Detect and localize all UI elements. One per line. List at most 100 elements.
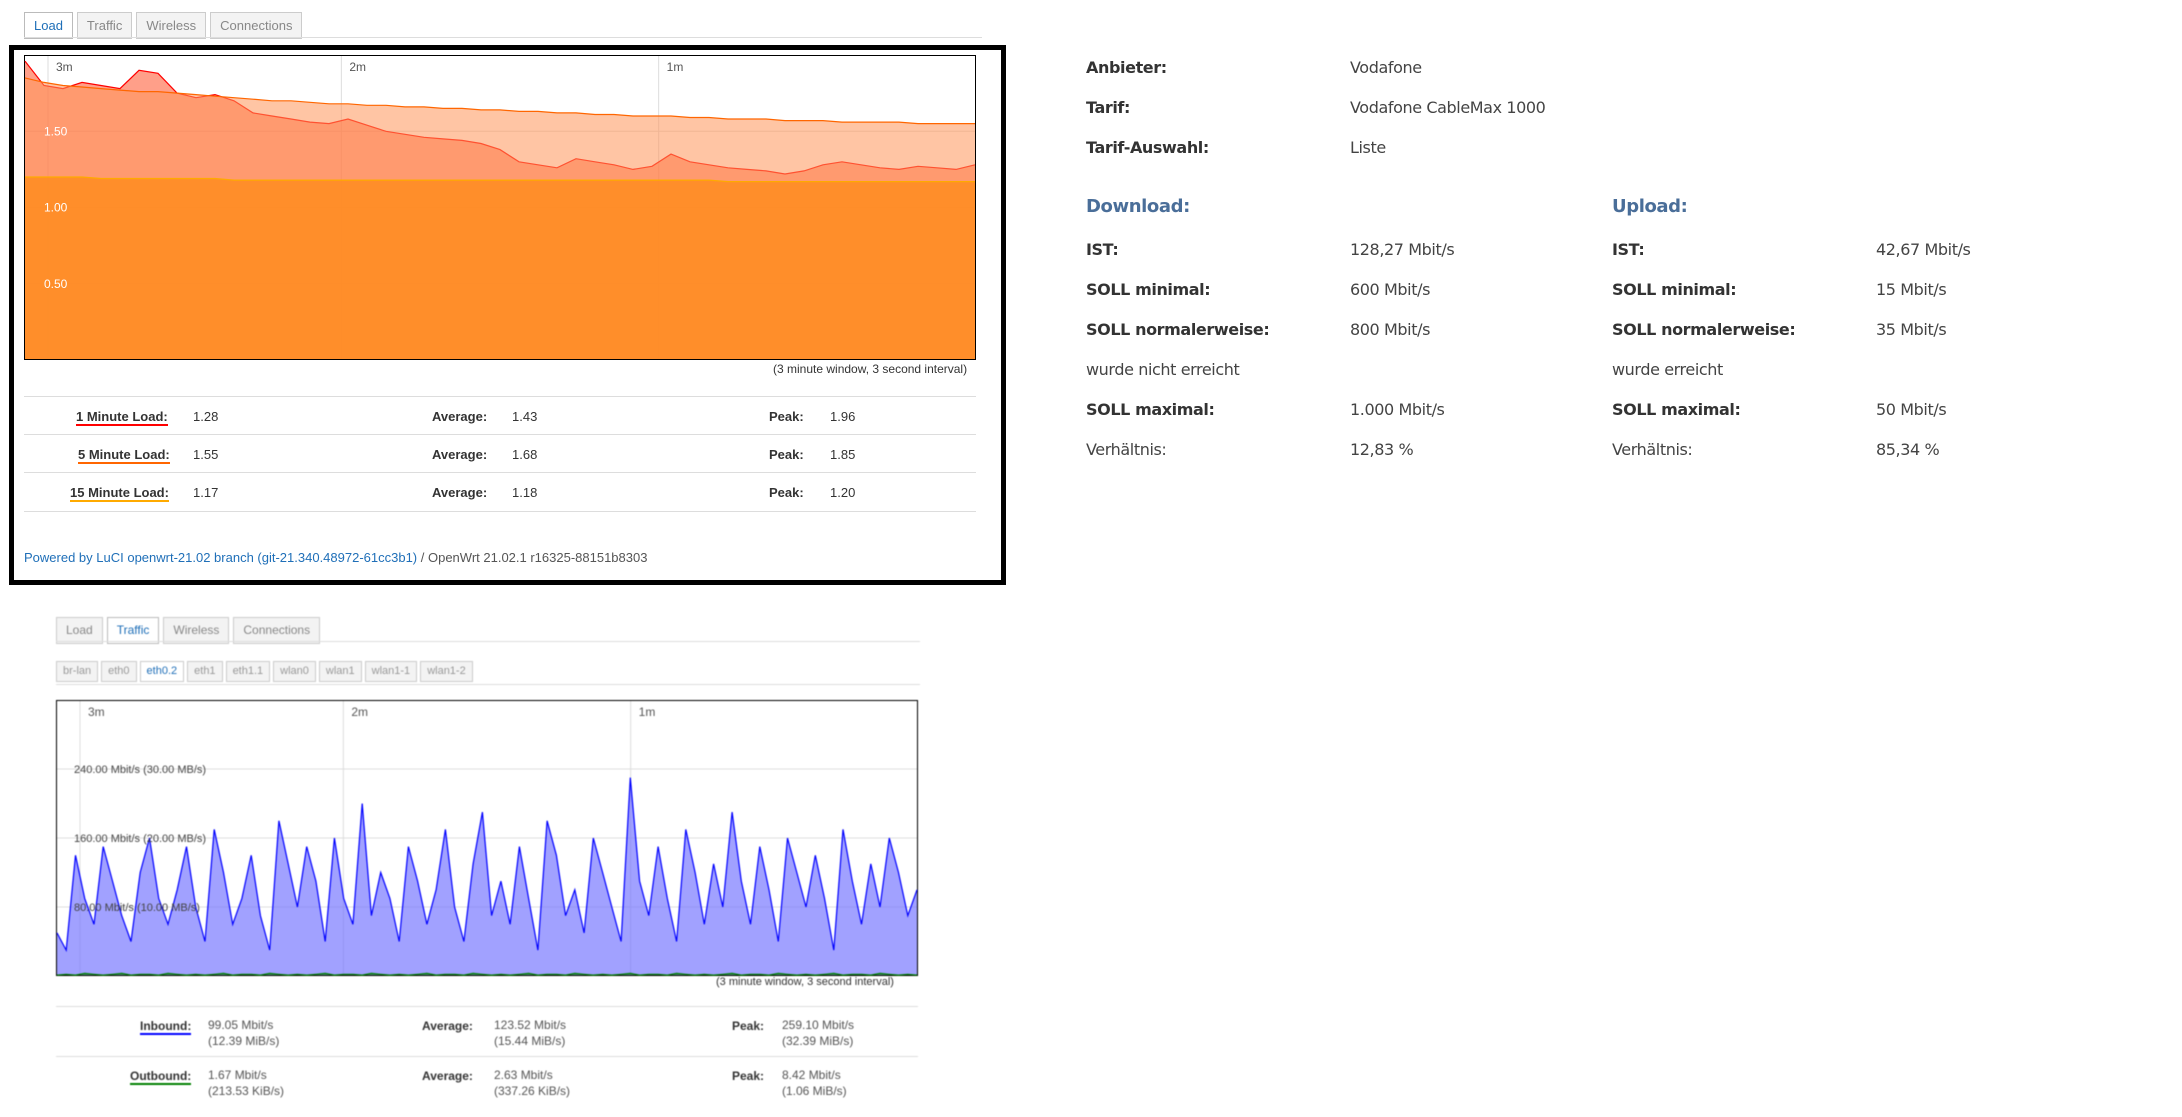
iface-tab-divider [56, 684, 920, 685]
traffic-tab-connections[interactable]: Connections [233, 617, 321, 644]
iface-tab-eth0[interactable]: eth0 [101, 661, 137, 682]
outbound-peak-bytes: (1.06 MiB/s) [782, 1084, 847, 1098]
tab-divider [24, 37, 982, 38]
upload-status: wurde erreicht [1612, 360, 1723, 379]
upload-min-value: 15 Mbit/s [1876, 280, 1947, 299]
tab-connections[interactable]: Connections [210, 12, 303, 39]
download-max-label: SOLL maximal: [1086, 400, 1215, 419]
traffic-tab-traffic[interactable]: Traffic [106, 617, 160, 644]
traffic-row-inbound: Inbound: 99.05 Mbit/s (12.39 MiB/s) Aver… [56, 1006, 918, 1057]
load-5min-peak: 1.85 [830, 447, 856, 462]
load-chart-series [24, 60, 976, 360]
download-ratio-label: Verhältnis: [1086, 440, 1167, 459]
load-5min-value: 1.55 [193, 447, 219, 462]
traffic-line-1 [56, 972, 918, 976]
tab-load[interactable]: Load [24, 12, 73, 39]
inbound-current-bytes: (12.39 MiB/s) [208, 1034, 280, 1048]
upload-heading: Upload: [1612, 196, 1688, 217]
upload-ist-label: IST: [1612, 240, 1645, 259]
traffic-tab-load[interactable]: Load [56, 617, 103, 644]
upload-norm-value: 35 Mbit/s [1876, 320, 1947, 339]
iface-tab-eth0-2[interactable]: eth0.2 [139, 661, 185, 682]
inbound-current: 99.05 Mbit/s (12.39 MiB/s) [208, 1017, 279, 1049]
inbound-avg-rate: 123.52 Mbit/s [494, 1018, 567, 1032]
upload-max-value: 50 Mbit/s [1876, 400, 1947, 419]
outbound-peak: 8.42 Mbit/s (1.06 MiB/s) [782, 1067, 847, 1099]
load-1min-avg: 1.43 [512, 409, 538, 424]
load-chart-labels: 3m 2m 1m 1.50 1.00 0.50 [44, 60, 683, 291]
traffic-line-0 [56, 777, 918, 953]
iface-tab-wlan1[interactable]: wlan1 [318, 661, 362, 682]
traffic-tab-divider [56, 641, 920, 642]
upload-ratio-value: 85,34 % [1876, 440, 1940, 459]
inbound-avg: 123.52 Mbit/s (15.44 MiB/s) [494, 1017, 566, 1049]
outbound-avg-bytes: (337.26 KiB/s) [494, 1084, 571, 1098]
download-ratio-value: 12,83 % [1350, 440, 1414, 459]
iface-tab-eth1[interactable]: eth1 [187, 661, 223, 682]
inbound-avg-bytes: (15.44 MiB/s) [494, 1034, 566, 1048]
upload-norm-label: SOLL normalerweise: [1612, 320, 1796, 339]
traffic-row-outbound: Outbound: 1.67 Mbit/s (213.53 KiB/s) Ave… [56, 1056, 918, 1107]
footer-version: / OpenWrt 21.02.1 r16325-88151b8303 [417, 550, 648, 565]
iface-tab-eth1-1[interactable]: eth1.1 [225, 661, 271, 682]
load-time-label-0: 3m [56, 60, 73, 74]
download-ist-label: IST: [1086, 240, 1119, 259]
iface-tab-wlan1-1[interactable]: wlan1-1 [364, 661, 418, 682]
load-15min-label: 15 Minute Load: [70, 485, 169, 502]
traffic-chart-series [56, 777, 918, 976]
traffic-chart-labels: 3m 2m 1m 240.00 Mbit/s (30.00 MB/s) 160.00 M… [74, 705, 655, 914]
traffic-tab-wireless[interactable]: Wireless [163, 617, 230, 644]
tab-traffic[interactable]: Traffic [76, 12, 133, 39]
iface-tab-wlan1-2[interactable]: wlan1-2 [420, 661, 473, 682]
load-15min-avg-label: Average: [432, 485, 488, 500]
load-5min-peak-label: Peak: [769, 447, 804, 462]
inbound-label: Inbound: [140, 1019, 192, 1035]
load-15min-value: 1.17 [193, 485, 219, 500]
outbound-current-bytes: (213.53 KiB/s) [208, 1084, 285, 1098]
outbound-current: 1.67 Mbit/s (213.53 KiB/s) [208, 1067, 284, 1099]
traffic-section: Load Traffic Wireless Connections br-lan… [0, 0, 1000, 1117]
luci-link[interactable]: Powered by LuCI openwrt-21.02 branch (gi… [24, 550, 418, 565]
iface-tab-br-lan[interactable]: br-lan [56, 661, 99, 682]
inbound-peak-rate: 259.10 Mbit/s [782, 1018, 855, 1032]
load-1min-peak: 1.96 [830, 409, 856, 424]
load-15min-peak-label: Peak: [769, 485, 804, 500]
download-norm-label: SOLL normalerweise: [1086, 320, 1270, 339]
load-5min-avg: 1.68 [512, 447, 538, 462]
upload-max-label: SOLL maximal: [1612, 400, 1741, 419]
traffic-chart: 3m 2m 1m 240.00 Mbit/s (30.00 MB/s) 160.00 M… [56, 700, 918, 976]
traffic-time-label-1: 2m [351, 705, 368, 719]
inbound-peak-label: Peak: [732, 1019, 765, 1033]
outbound-current-rate: 1.67 Mbit/s [208, 1068, 267, 1082]
inbound-current-rate: 99.05 Mbit/s [208, 1018, 274, 1032]
tab-wireless[interactable]: Wireless [136, 12, 207, 39]
load-line-2 [25, 176, 975, 183]
load-1min-label: 1 Minute Load: [76, 409, 168, 426]
traffic-y-label-2: 80.00 Mbit/s (10.00 MB/s) [74, 902, 200, 914]
inbound-avg-label: Average: [422, 1019, 473, 1033]
top-tab-bar: Load Traffic Wireless Connections [24, 12, 303, 39]
outbound-peak-rate: 8.42 Mbit/s [782, 1068, 841, 1082]
provider-value: Vodafone [1350, 58, 1422, 77]
traffic-time-label-2: 1m [639, 705, 656, 719]
load-15min-peak: 1.20 [830, 485, 856, 500]
inbound-peak: 259.10 Mbit/s (32.39 MiB/s) [782, 1017, 854, 1049]
tariff-selection-value: Liste [1350, 138, 1386, 157]
load-15min-avg: 1.18 [512, 485, 538, 500]
load-chart: 3m 2m 1m 1.50 1.00 0.50 [24, 55, 976, 360]
iface-tab-wlan0[interactable]: wlan0 [273, 661, 316, 682]
load-y-label-2: 0.50 [44, 277, 68, 291]
outbound-label: Outbound: [130, 1069, 192, 1085]
outbound-avg: 2.63 Mbit/s (337.26 KiB/s) [494, 1067, 570, 1099]
load-1min-peak-label: Peak: [769, 409, 804, 424]
traffic-window-note: (3 minute window, 3 second interval) [716, 976, 894, 988]
load-time-label-1: 2m [349, 60, 366, 74]
download-norm-value: 800 Mbit/s [1350, 320, 1431, 339]
upload-ratio-label: Verhältnis: [1612, 440, 1693, 459]
load-row-5min: 5 Minute Load: 1.55 Average: 1.68 Peak: … [24, 434, 976, 473]
traffic-time-label-0: 3m [88, 705, 105, 719]
download-status: wurde nicht erreicht [1086, 360, 1240, 379]
outbound-peak-label: Peak: [732, 1069, 765, 1083]
upload-ist-value: 42,67 Mbit/s [1876, 240, 1971, 259]
footer: Powered by LuCI openwrt-21.02 branch (gi… [24, 550, 647, 565]
